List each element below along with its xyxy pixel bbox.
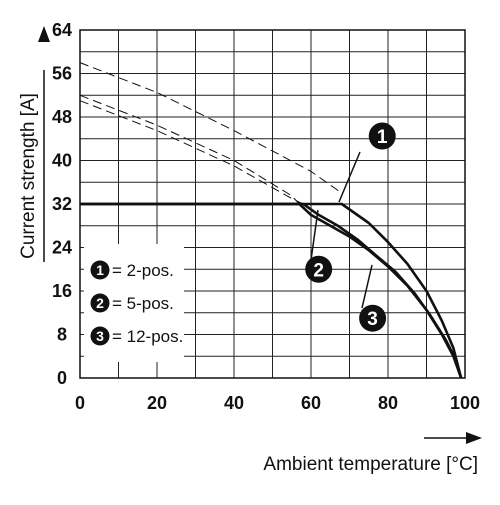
legend-entry-label: = 5-pos. [112,294,174,313]
y-tick-label: 48 [52,107,72,127]
series-marker-label: 2 [313,260,324,281]
x-axis-title: Ambient temperature [°C] [263,454,478,475]
legend-marker-badge [90,326,110,346]
x-tick-label: 100 [450,393,480,413]
x-tick-label: 40 [224,393,244,413]
series-3-solid-line [80,202,463,379]
legend: 1 = 2-pos. 2 = 5-pos. 3 = 12-pos. [84,244,184,362]
y-tick-label: 56 [52,64,72,84]
legend-entry-label: = 2-pos. [112,261,174,280]
x-tick-label: 80 [378,393,398,413]
y-tick-label: 8 [57,325,67,345]
marker-leader-line [361,264,373,309]
marker-leader-line [310,209,319,261]
series-marker-badge [305,255,333,283]
legend-marker-badge [90,293,110,313]
series-marker-label: 1 [377,127,388,148]
grid [79,29,466,379]
series-layer [79,62,463,379]
y-tick-label: 32 [52,194,72,214]
y-tick-label: 40 [52,151,72,171]
legend-marker-label: 1 [96,262,104,278]
y-axis-arrow-icon [38,26,50,42]
y-tick-label: 0 [57,368,67,388]
series-3-dashed-line [79,100,304,205]
marker-leader-line [338,151,361,203]
legend-marker-badge [90,260,110,280]
y-tick-label: 64 [52,20,72,40]
y-tick-label: 24 [52,238,72,258]
y-axis-title: Current strength [A] [18,93,39,259]
series-1-dashed-line [79,62,343,194]
series-markers: 1 2 3 [305,122,396,332]
x-tick-label: 20 [147,393,167,413]
series-marker-label: 3 [367,309,378,330]
legend-entry-label: = 12-pos. [112,327,183,346]
legend-marker-label: 3 [96,328,104,344]
series-marker-badge [359,304,387,332]
legend-marker-label: 2 [96,295,104,311]
series-2-dashed-line [79,94,300,205]
x-tick-label: 0 [75,393,85,413]
x-tick-label: 60 [301,393,321,413]
y-tick-label: 16 [52,281,72,301]
series-marker-badge [368,122,396,150]
x-axis-arrow-icon [466,432,482,444]
series-1-solid-line [80,202,463,379]
